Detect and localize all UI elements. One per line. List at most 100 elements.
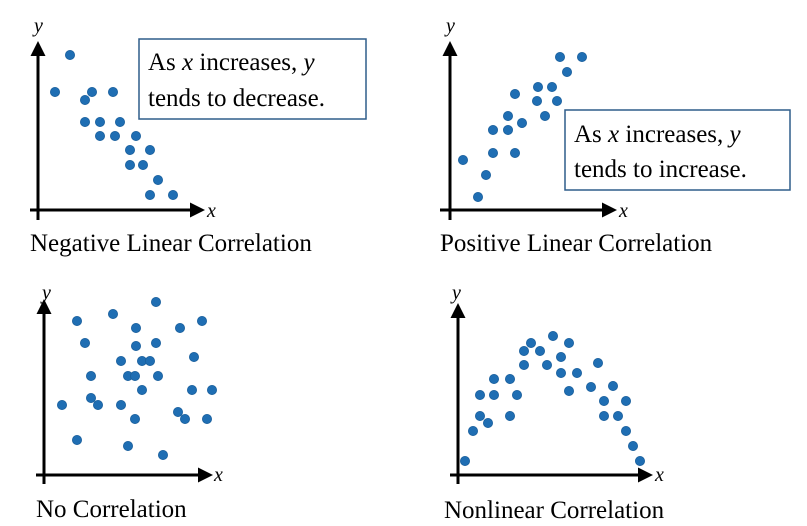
- data-point: [548, 330, 559, 341]
- y-axis-label: y: [40, 282, 51, 304]
- data-point: [129, 413, 140, 424]
- y-axis-label: y: [444, 15, 455, 37]
- panel-negative: y x As x increases, y tends to decrease.…: [30, 15, 367, 257]
- data-point: [150, 296, 161, 307]
- data-point: [556, 351, 567, 362]
- data-point: [125, 144, 136, 155]
- data-point: [108, 87, 119, 98]
- data-point: [80, 337, 91, 348]
- data-point: [512, 389, 523, 400]
- data-point: [87, 87, 98, 98]
- data-point: [167, 189, 178, 200]
- data-point: [108, 308, 119, 319]
- data-point: [547, 82, 558, 93]
- data-point: [57, 399, 68, 410]
- data-point: [509, 89, 520, 100]
- data-point: [586, 381, 597, 392]
- data-point: [152, 174, 163, 185]
- data-point: [552, 96, 563, 107]
- data-point: [136, 384, 147, 395]
- data-point: [186, 384, 197, 395]
- data-point: [472, 191, 483, 202]
- chart-title: Nonlinear Correlation: [444, 497, 665, 524]
- data-point: [144, 355, 155, 366]
- data-point: [519, 345, 530, 356]
- y-axis-label: y: [32, 15, 43, 37]
- data-point: [95, 117, 106, 128]
- panel-nonlinear: y x Nonlinear Correlation: [444, 282, 665, 524]
- data-point: [201, 413, 212, 424]
- data-point: [487, 147, 498, 158]
- panel-none: y x No Correlation: [36, 282, 223, 523]
- data-point: [50, 87, 61, 98]
- data-point: [110, 130, 121, 141]
- data-point: [504, 410, 515, 421]
- annotation-line-1: As x increases, y: [148, 49, 316, 76]
- data-point: [130, 130, 141, 141]
- points-none: [57, 296, 217, 460]
- data-point: [564, 337, 575, 348]
- chart-title: Positive Linear Correlation: [440, 230, 713, 257]
- data-point: [196, 315, 207, 326]
- annotation-box: [138, 38, 367, 120]
- x-axis-label: x: [618, 200, 628, 222]
- data-point: [65, 50, 76, 61]
- data-point: [621, 395, 632, 406]
- data-point: [80, 95, 91, 106]
- data-point: [487, 125, 498, 136]
- data-point: [564, 385, 575, 396]
- data-point: [93, 399, 104, 410]
- data-point: [467, 425, 478, 436]
- annotation-box: [564, 109, 791, 191]
- data-point: [482, 417, 493, 428]
- data-point: [599, 410, 610, 421]
- annotation-line-2: tends to decrease.: [148, 85, 325, 112]
- x-axis-label: x: [654, 464, 664, 486]
- data-point: [608, 380, 619, 391]
- data-point: [72, 434, 83, 445]
- data-point: [150, 337, 161, 348]
- data-point: [542, 359, 553, 370]
- data-point: [86, 370, 97, 381]
- data-point: [188, 351, 199, 362]
- x-axis-label: x: [213, 464, 223, 486]
- data-point: [474, 410, 485, 421]
- data-point: [123, 440, 134, 451]
- data-point: [540, 111, 551, 122]
- data-point: [599, 395, 610, 406]
- data-point: [562, 67, 573, 78]
- data-point: [572, 367, 583, 378]
- data-point: [129, 370, 140, 381]
- points-nonlinear: [459, 330, 646, 466]
- data-point: [179, 413, 190, 424]
- data-point: [144, 144, 155, 155]
- data-point: [533, 82, 544, 93]
- data-point: [488, 373, 499, 384]
- data-point: [519, 359, 530, 370]
- data-point: [613, 410, 624, 421]
- data-point: [172, 406, 183, 417]
- data-point: [152, 370, 163, 381]
- data-point: [526, 337, 537, 348]
- data-point: [532, 96, 543, 107]
- x-axis-label: x: [206, 200, 216, 222]
- data-point: [509, 147, 520, 158]
- data-point: [116, 355, 127, 366]
- y-axis-label: y: [450, 282, 461, 304]
- data-point: [517, 118, 528, 129]
- points-positive: [457, 52, 588, 202]
- data-point: [480, 169, 491, 180]
- data-point: [556, 367, 567, 378]
- data-point: [174, 322, 185, 333]
- data-point: [593, 357, 604, 368]
- data-point: [144, 189, 155, 200]
- data-point: [474, 389, 485, 400]
- data-point: [577, 52, 588, 63]
- data-point: [555, 52, 566, 63]
- chart-title: Negative Linear Correlation: [30, 230, 312, 257]
- points-negative: [50, 50, 178, 200]
- data-point: [504, 373, 515, 384]
- annotation-line-1: As x increases, y: [574, 121, 742, 148]
